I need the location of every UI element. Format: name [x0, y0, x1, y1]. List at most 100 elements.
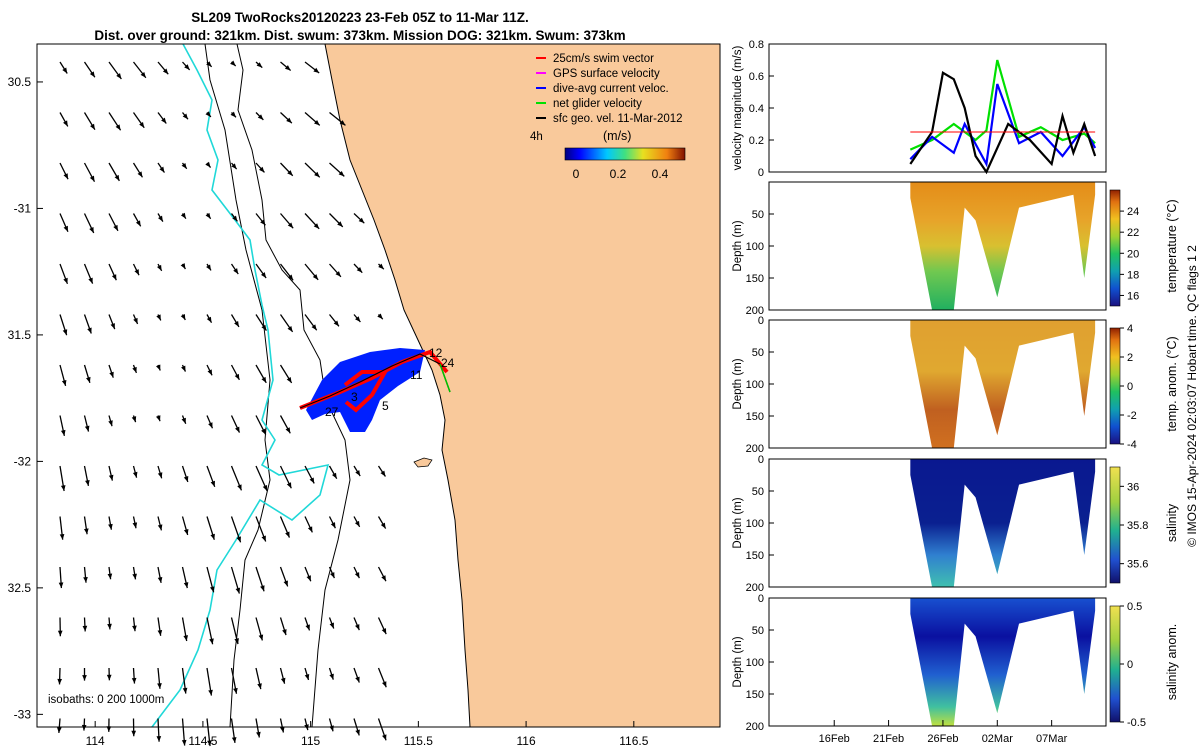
velocity-vector-head: [162, 68, 169, 75]
scale-label: 4h: [530, 131, 543, 143]
time-tick-label: 26Feb: [927, 733, 958, 745]
section-ytick-label: 0: [758, 315, 764, 327]
velocity-vector-head: [131, 677, 137, 684]
velocity-vector-head: [180, 314, 186, 321]
velocity-vector-head: [381, 575, 386, 582]
velocity-vector-head: [208, 689, 213, 696]
velocity-vector-head: [205, 111, 211, 117]
section-colorbar: [1109, 605, 1121, 723]
legend-entry: dive-avg current veloc.: [553, 83, 669, 95]
velocity-vector-head: [208, 422, 213, 429]
velocity-vector-head: [338, 170, 345, 177]
colorbar-tick-label: 0.5: [1127, 601, 1142, 613]
velocity-vector-head: [181, 365, 186, 372]
section-ytick-label: 150: [746, 689, 764, 701]
velocity-vector-head: [280, 726, 285, 733]
net-velocity-segment: [439, 363, 451, 393]
section-colorbar: [1109, 327, 1121, 445]
velocity-vector-head: [89, 175, 95, 182]
velocity-vector-head: [381, 628, 387, 635]
velocity-vector-head: [354, 520, 360, 527]
velocity-vector-head: [113, 224, 118, 231]
velocity-vector-head: [60, 429, 66, 436]
velocity-vector-head: [63, 120, 68, 127]
velocity-vector-head: [89, 71, 95, 78]
velocity-vector-head: [355, 470, 361, 477]
velocity-vector-head: [209, 638, 214, 645]
velocity-vector-head: [262, 485, 268, 492]
section-ylabel: Depth (m): [732, 220, 744, 271]
velocity-vector-head: [256, 731, 261, 738]
velocity-vector-head: [132, 522, 138, 529]
velocity-vector-head: [135, 220, 141, 227]
map-ytick-label: -31: [14, 201, 32, 215]
map-panel: 12 24 11 3 5 27 114 114.5 115 115.5 116 116.5…: [8, 43, 721, 748]
velocity-vector-head: [106, 674, 112, 681]
velocity-vector-head: [207, 740, 212, 747]
velocity-vector-head: [307, 526, 313, 533]
velocity-vector-head: [132, 366, 137, 373]
map-xtick-label: 116: [517, 734, 536, 748]
velocity-vector-head: [156, 314, 161, 321]
map-ytick-label: 32.5: [8, 581, 32, 595]
colorbar-tick-label: 4: [1127, 323, 1133, 335]
day-labels: 12 24 11 3 5 27: [325, 346, 455, 419]
velocity-vector-head: [132, 471, 138, 478]
legend-entry: net glider velocity: [553, 98, 642, 110]
time-tick-label: 07Mar: [1036, 733, 1068, 745]
section-ytick-label: 50: [752, 625, 764, 637]
velocity-vector-head: [377, 313, 383, 320]
colorbar-tick-label: 16: [1127, 290, 1139, 302]
velocity-vector-head: [131, 730, 137, 737]
colorbar-title: (m/s): [603, 129, 631, 143]
velocity-vector-head: [183, 529, 189, 535]
velocity-vector-head: [62, 67, 68, 74]
velocity-vector-head: [286, 117, 292, 124]
velocity-vector-head: [261, 428, 266, 435]
speed-tick-0.2: 0.2: [610, 167, 627, 181]
velocity-vector-head: [330, 522, 336, 529]
velocity-vector-head: [232, 215, 238, 222]
velocity-vector-head: [57, 630, 63, 637]
velocity-vector-head: [134, 269, 140, 276]
velocity-vector-head: [181, 417, 186, 424]
velocity-vector-head: [82, 625, 88, 632]
isobath-200m: [236, 43, 351, 728]
isobath-cyan: [151, 43, 330, 728]
velocity-vector-head: [207, 369, 213, 376]
velocity-vector-head: [184, 64, 190, 70]
section-ytick-label: 150: [746, 411, 764, 423]
legend-entry: 25cm/s swim vector: [553, 53, 654, 65]
velocity-vector-head: [311, 324, 317, 331]
velocity-vector-head: [234, 373, 240, 380]
velocity-vector-head: [261, 376, 267, 383]
velocity-vector-head: [107, 573, 113, 580]
velocity-vector-head: [205, 212, 211, 219]
section-colorbar: [1109, 189, 1121, 307]
map-xtick-label: 114: [86, 734, 105, 748]
colorbar-tick-label: 20: [1127, 248, 1139, 260]
velocity-vector-head: [206, 264, 212, 271]
velocity-vector-head: [161, 117, 167, 124]
section-ytick-label: 200: [746, 443, 764, 455]
velocity-vector-head: [84, 425, 90, 432]
velocity-vector-head: [81, 724, 87, 731]
velocity-vector-head: [140, 71, 146, 78]
velocity-vector-head: [210, 480, 215, 487]
map-ytick-label: -33: [14, 707, 32, 721]
velocity-vector-head: [206, 61, 212, 67]
velocity-vector-head: [333, 320, 339, 327]
velocity-ytick-label: 0.2: [749, 135, 764, 147]
velocity-vector-head: [235, 587, 241, 594]
section-ytick-label: 100: [746, 241, 764, 253]
section-field: [910, 459, 1096, 587]
velocity-vector-head: [261, 535, 266, 542]
velocity-vector-head: [355, 624, 360, 631]
map-ytick-label: -32: [14, 454, 32, 468]
speed-tick-0: 0: [573, 167, 580, 181]
velocity-vector-head: [309, 477, 315, 484]
velocity-vector-head: [230, 60, 236, 67]
colorbar-label: temp. anom. (°C): [1165, 336, 1179, 431]
colorbar-tick-label: -2: [1127, 410, 1137, 422]
